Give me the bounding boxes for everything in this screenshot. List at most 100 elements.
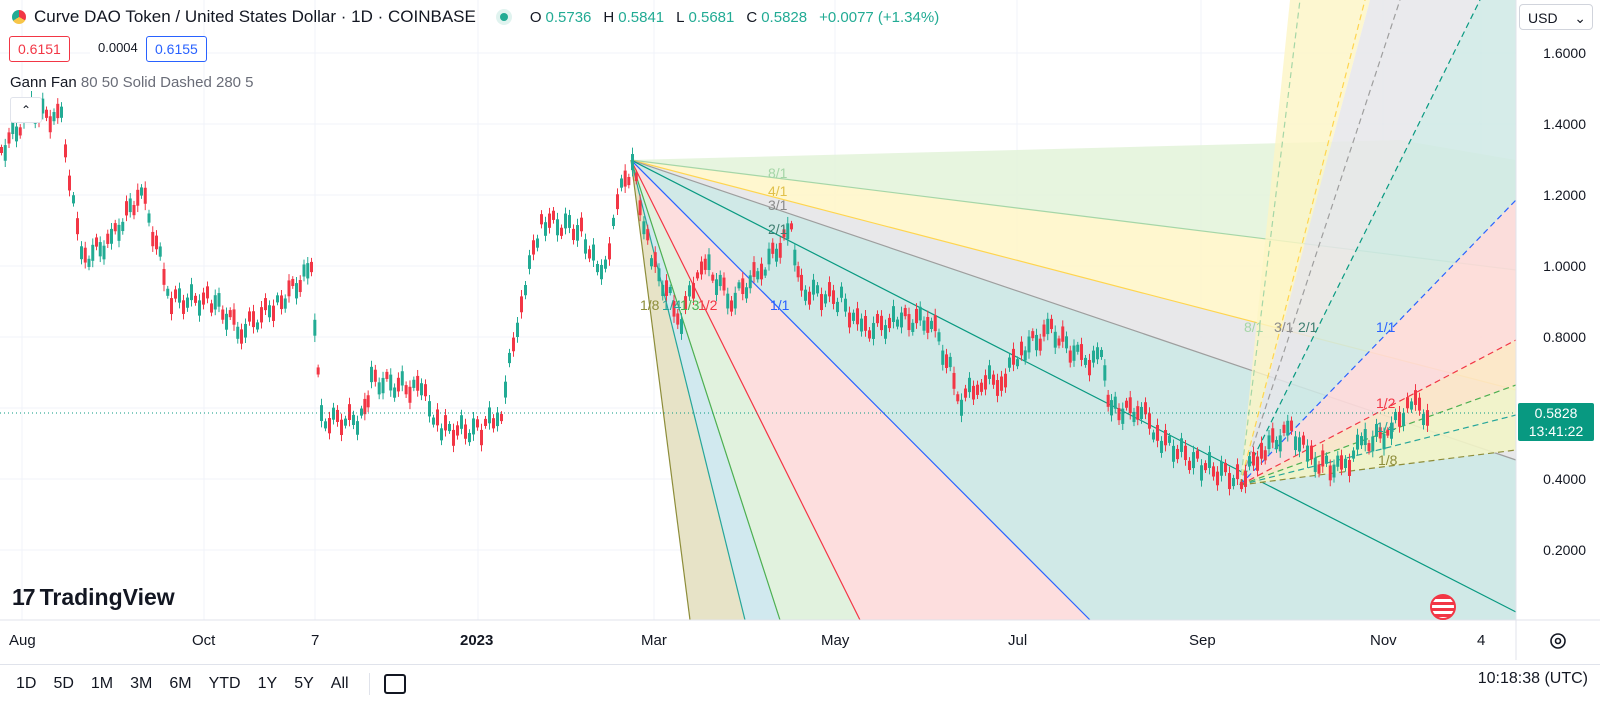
price-change: +0.0077 (+1.34%) [819, 8, 940, 26]
candle-body [3, 145, 7, 161]
candle-body [128, 198, 132, 213]
gann-fan-2[interactable] [1239, 0, 1517, 486]
candle-body [1240, 481, 1243, 490]
candle-body [1212, 466, 1215, 477]
us-flag-icon[interactable] [1430, 594, 1456, 620]
fan2-label-8-1: 8/1 [1244, 319, 1264, 335]
candle-body [786, 223, 790, 240]
candle-body [1144, 402, 1147, 415]
candle-body [416, 375, 420, 391]
currency-selector[interactable]: USD ⌄ [1519, 4, 1593, 30]
ohlc-readout: O 0.5736 H 0.5841 L 0.5681 C 0.5828 +0.0077 … [529, 8, 940, 26]
candle-body [182, 300, 185, 314]
range-3m[interactable]: 3M [130, 675, 153, 692]
candle-body [860, 318, 863, 332]
candle-body [428, 401, 431, 417]
candle-body [733, 292, 737, 309]
range-1m[interactable]: 1M [90, 675, 114, 692]
candle-body [548, 213, 551, 228]
collapse-legend-button[interactable]: ⌃ [10, 97, 42, 123]
symbol-logo-icon [12, 10, 26, 24]
symbol-header[interactable]: Curve DAO Token / United States Dollar ·… [12, 6, 939, 28]
candle-body [1128, 397, 1132, 414]
clock-utc[interactable]: 10:18:38 (UTC) [1477, 670, 1588, 687]
candle-body [1298, 437, 1301, 452]
candle-body [907, 314, 911, 331]
range-6m[interactable]: 6M [169, 675, 192, 692]
fan2-label-1-4: 1/4 [1376, 419, 1396, 435]
candle-body [840, 286, 843, 298]
fan1-label-8-1: 8/1 [768, 165, 788, 181]
candle-body [1228, 473, 1231, 490]
candle-body [52, 112, 56, 122]
candle-body [1176, 448, 1179, 460]
candle-body [760, 263, 763, 280]
candle-body [166, 288, 170, 296]
candle-body [464, 424, 467, 439]
candle-body [76, 218, 79, 235]
candle-body [1363, 429, 1367, 446]
candle-body [228, 310, 232, 318]
candle-body [213, 295, 217, 310]
candle-body [272, 305, 275, 321]
candle-body [1200, 465, 1203, 481]
candle-body [366, 395, 370, 408]
bottom-toolbar: 1D 5D 1M 3M 6M YTD 1Y 5Y All [0, 664, 1600, 703]
price-axis-label: 0.4000 [1543, 471, 1586, 487]
candle-body [287, 280, 291, 297]
candle-body [1012, 348, 1015, 365]
candle-body [328, 418, 331, 434]
candle-body [1096, 347, 1099, 360]
candle-body [15, 126, 18, 142]
candle-body [1356, 434, 1359, 450]
range-1d[interactable]: 1D [16, 675, 37, 692]
candle-body [113, 223, 117, 232]
candle-body [700, 261, 703, 275]
range-5d[interactable]: 5D [53, 675, 74, 692]
time-axis-label: 7 [311, 632, 320, 649]
candle-body [896, 319, 899, 327]
candle-body [393, 387, 397, 398]
candle-body [926, 317, 930, 333]
candle-body [1252, 451, 1255, 466]
gann-fan-1[interactable] [630, 140, 1517, 621]
candle-body [248, 311, 251, 322]
candle-body [638, 200, 642, 216]
candle-body [48, 116, 52, 133]
price-axis-label: 1.4000 [1543, 116, 1586, 132]
chevron-down-icon: ⌄ [1574, 10, 1586, 26]
candle-body [1328, 465, 1332, 481]
candle-body [767, 248, 771, 265]
candle-body [316, 367, 320, 375]
candle-body [646, 229, 650, 241]
candle-body [1164, 429, 1167, 446]
candle-body [190, 284, 193, 301]
candle-body [775, 248, 778, 262]
sell-button[interactable]: 0.6151 [9, 36, 70, 62]
symbol-title[interactable]: Curve DAO Token / United States Dollar ·… [34, 7, 476, 26]
candle-body [504, 381, 507, 398]
candle-body [1306, 445, 1309, 462]
candle-body [848, 312, 851, 328]
candle-body [480, 429, 483, 446]
candle-body [1402, 413, 1405, 427]
indicator-legend[interactable]: Gann Fan 80 50 Solid Dashed 280 5 [10, 74, 254, 91]
candle-body [592, 244, 595, 261]
candle-body [11, 121, 15, 135]
range-ytd[interactable]: YTD [208, 675, 241, 692]
candle-body [1106, 394, 1110, 407]
candle-body [95, 237, 98, 247]
buy-button[interactable]: 0.6155 [146, 36, 207, 62]
range-all[interactable]: All [330, 675, 349, 692]
candle-body [217, 293, 221, 307]
candle-body [344, 418, 347, 426]
range-5y[interactable]: 5Y [294, 675, 314, 692]
candle-body [252, 311, 255, 328]
candle-body [665, 280, 668, 296]
range-1y[interactable]: 1Y [257, 675, 278, 692]
settings-gear-icon[interactable] [1547, 630, 1569, 652]
candle-body [812, 279, 815, 295]
calendar-range-icon[interactable] [383, 674, 406, 694]
candle-body [1035, 334, 1038, 351]
